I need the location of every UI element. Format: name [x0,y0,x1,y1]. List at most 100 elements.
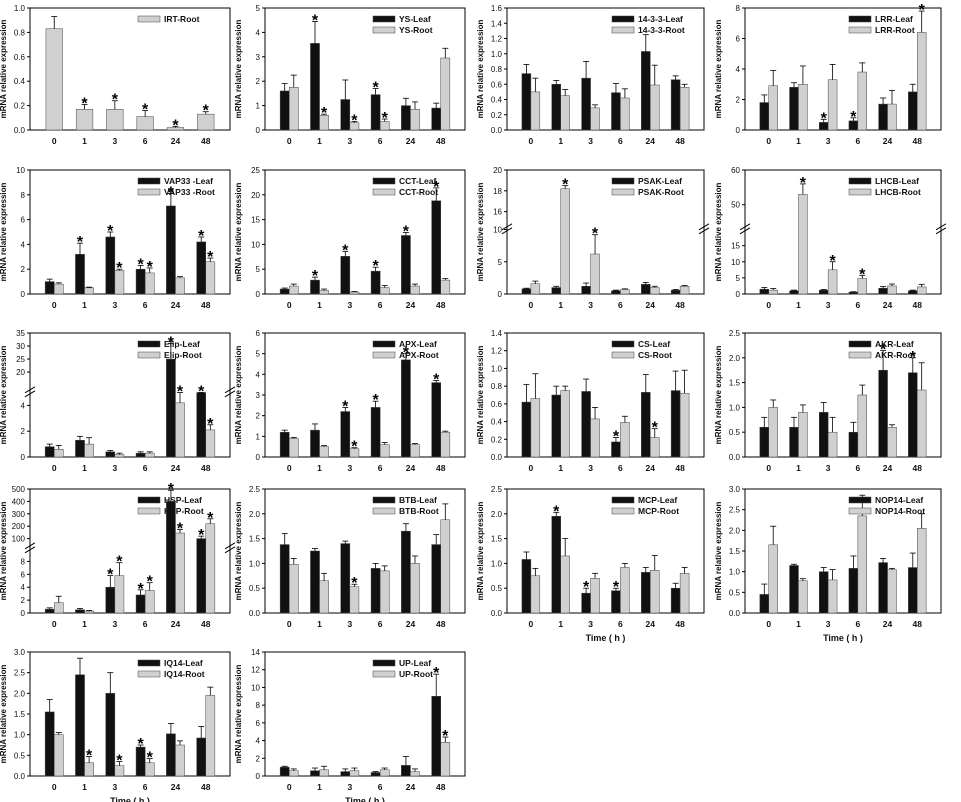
x-tick-label: 48 [675,463,685,473]
x-tick-label: 6 [855,300,860,310]
bar-root [887,569,897,614]
bar-root [410,285,420,295]
significance-star: * [116,554,123,571]
bar-leaf [370,94,381,131]
bar-leaf [431,200,442,295]
y-axis-title: mRNA relative expression [234,345,243,444]
bar-root [620,567,630,614]
y-axis-title: mRNA relative expression [714,182,723,281]
legend-label: HSP-Leaf [164,495,202,505]
legend-swatch [611,340,635,348]
y-tick-label: 0.4 [14,77,26,86]
legend-label: LHCB-Root [875,187,921,197]
bar-leaf [135,452,146,458]
significance-star: * [112,92,119,109]
x-tick-label: 1 [82,136,87,146]
x-tick-label: 3 [347,136,352,146]
bar-root [798,84,808,131]
y-tick-label: 0 [256,290,261,299]
x-tick-label: 6 [143,619,148,629]
y-tick-label: 20 [493,166,502,175]
legend-swatch [848,177,872,185]
bar-root [53,734,64,777]
x-tick-label: 24 [171,782,181,792]
bar-leaf [581,286,591,295]
bar-root [530,283,541,295]
bar-root [768,289,778,295]
bar-leaf [279,766,290,777]
bar-leaf [521,73,532,131]
axis-break-mark [224,546,236,554]
bar-root [205,429,216,458]
x-tick-label: 6 [855,463,860,473]
bar-leaf [340,771,351,777]
y-tick-label: 400 [12,497,26,506]
y-tick-label: 0 [256,126,261,135]
legend-swatch [611,15,635,23]
legend-swatch [372,15,396,23]
y-tick-label: 1.2 [491,347,503,356]
significance-star: * [198,384,205,401]
y-tick-label: 6 [256,329,261,338]
legend-label: UP-Root [399,669,433,679]
y-tick-label: 10 [493,226,502,235]
bar-root [798,580,808,614]
legend-label: CCT-Leaf [399,176,436,186]
x-axis-title: Time ( h ) [823,633,863,643]
significance-star: * [203,103,210,120]
x-tick-label: 48 [436,463,446,473]
bar-root [288,564,299,614]
legend-label: AKR-Leaf [875,339,914,349]
legend-swatch [137,659,161,667]
y-axis-title: mRNA relative expression [476,345,485,444]
y-tick-label: 14 [251,648,260,657]
bar-root [319,446,329,458]
y-tick-label: 4 [256,737,261,746]
y-tick-label: 0.8 [491,382,503,391]
axis-break-mark [24,542,36,550]
bar-root [768,407,778,458]
bar-root [916,389,927,458]
y-tick-label: 1 [256,102,261,111]
plot-frame [29,332,231,458]
bar-leaf [431,382,442,458]
bar-leaf [401,359,411,458]
y-tick-label: 5 [498,258,503,267]
x-tick-label: 3 [588,463,593,473]
x-tick-label: 24 [406,136,416,146]
y-tick-label: 3.0 [14,648,26,657]
significance-star: * [910,349,917,366]
bar-root [679,392,690,458]
y-tick-label: 5 [736,274,741,283]
x-tick-label: 3 [826,619,831,629]
x-tick-label: 6 [618,619,623,629]
x-tick-label: 3 [588,300,593,310]
y-tick-label: 1.2 [491,35,503,44]
bar-leaf [848,291,859,295]
legend-label: LRR-Leaf [875,14,913,24]
x-axis-title: Time ( h ) [110,796,150,802]
x-tick-label: 6 [378,300,383,310]
y-tick-label: 200 [12,522,26,531]
significance-star: * [433,179,440,196]
bar-root [798,412,808,458]
legend-label: HSP-Root [164,506,204,516]
bar-root [410,563,420,614]
y-axis-title: mRNA relative expression [0,664,8,763]
y-tick-label: 0.4 [491,96,503,105]
bar-leaf [279,288,290,295]
y-tick-label: 2.5 [14,669,26,678]
bar-root [857,394,868,458]
bar-root [679,87,690,131]
axis-break-mark [698,227,710,235]
bar-leaf [75,609,85,614]
bar-root [144,452,155,458]
bar-root [440,742,451,777]
legend-label: CS-Leaf [638,339,670,349]
bar-leaf [279,431,290,458]
x-tick-label: 0 [52,782,57,792]
x-tick-label: 1 [558,136,563,146]
bar-root [679,573,690,614]
